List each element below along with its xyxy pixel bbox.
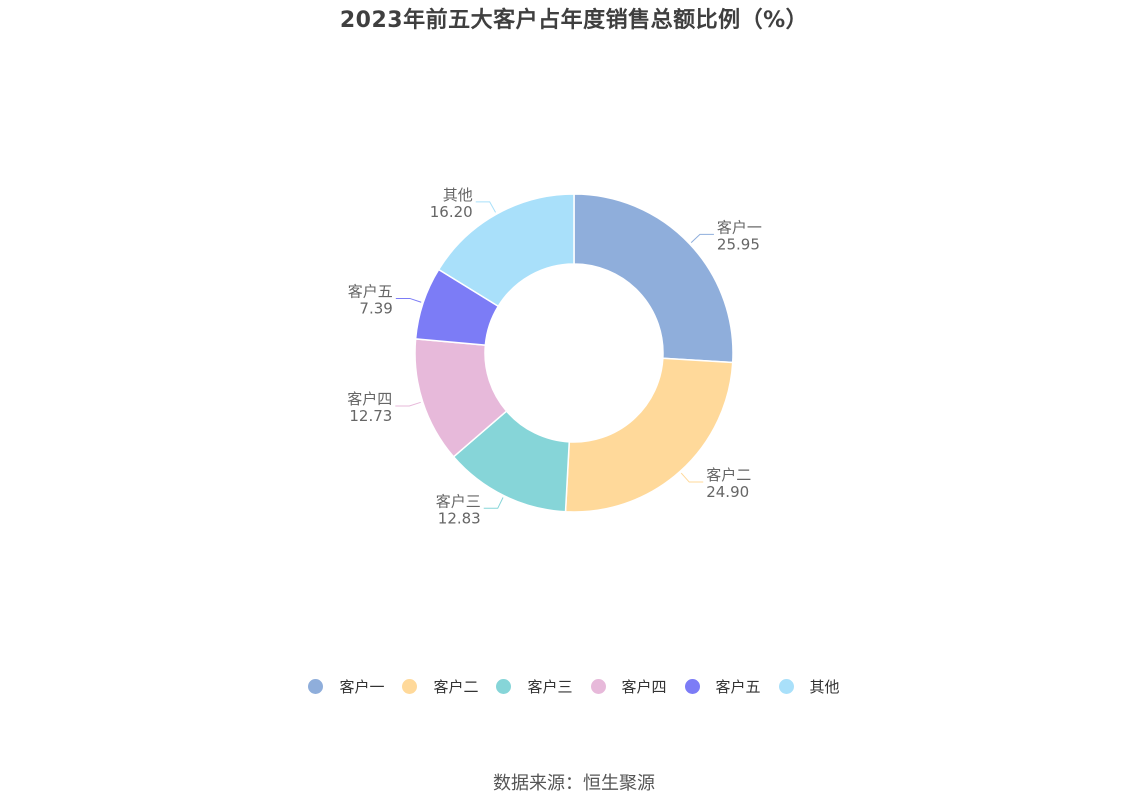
legend-item-customer-5[interactable]: 客户五 [684,676,761,697]
slice-value-label: 12.83 [438,509,481,527]
legend-label: 客户四 [621,678,667,696]
slice-other[interactable] [437,193,575,308]
label-leader-line [680,472,704,483]
slice-category-label: 客户四 [347,390,392,408]
legend-item-other[interactable]: 其他 [778,676,840,697]
legend-marker [496,679,512,694]
slice-value-label: 16.20 [430,203,473,221]
legend-marker [308,679,324,694]
label-leader-line [483,497,504,509]
legend-label: 其他 [809,678,840,696]
legend-label: 客户五 [715,678,761,696]
slice-customer-2[interactable] [564,357,734,513]
legend-item-customer-4[interactable]: 客户四 [590,676,667,697]
slice-customer-1[interactable] [573,193,734,364]
legend-marker [402,679,418,694]
data-source: 数据来源：恒生聚源 [493,773,655,794]
legend-item-customer-3[interactable]: 客户三 [496,676,573,697]
slice-value-label: 7.39 [359,299,392,317]
legend: 客户一 客户二 客户三 客户四 客户五 其他 [0,676,1148,697]
legend-label: 客户二 [433,678,479,696]
slice-category-label: 客户五 [348,282,393,300]
chart-title: 2023年前五大客户占年度销售总额比例（%） [339,8,809,33]
legend-label: 客户一 [339,678,385,696]
legend-item-customer-1[interactable]: 客户一 [308,676,384,697]
slice-value-label: 25.95 [717,235,760,253]
legend-marker [590,679,606,694]
slice-value-label: 24.90 [706,483,749,501]
label-leader-line [395,401,421,407]
slice-category-label: 客户三 [436,492,481,510]
legend-marker [778,679,794,694]
slice-value-label: 12.73 [349,407,392,425]
legend-item-customer-2[interactable]: 客户二 [402,676,478,697]
slice-category-label: 客户二 [706,466,751,484]
label-leader-line [690,233,714,243]
legend-label: 客户三 [527,678,573,696]
slice-category-label: 客户一 [717,218,762,236]
label-leader-line [395,297,422,303]
legend-marker [684,679,700,694]
label-leader-line [475,201,496,213]
slice-category-label: 其他 [443,186,473,204]
